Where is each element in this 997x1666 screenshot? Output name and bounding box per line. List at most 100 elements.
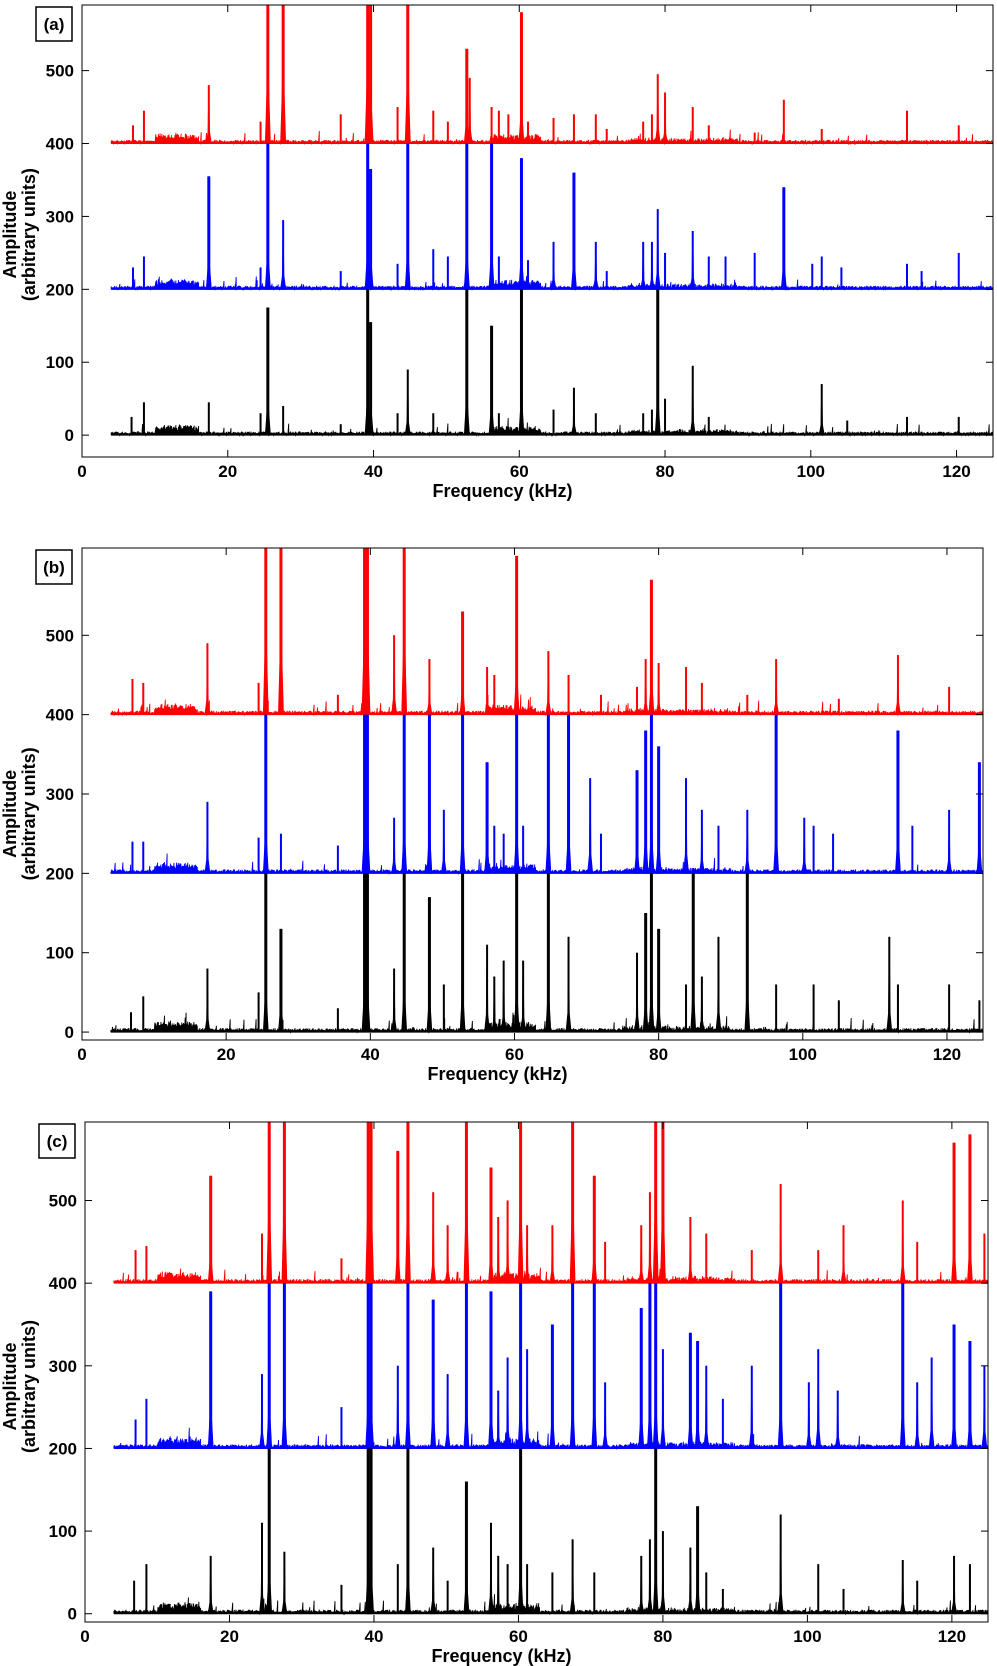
- peak: [655, 663, 662, 715]
- peak: [518, 12, 525, 144]
- peak: [517, 1448, 524, 1615]
- y-tick-label: 0: [68, 1605, 77, 1624]
- peak: [689, 365, 696, 436]
- peak: [744, 873, 751, 1033]
- peak: [207, 1175, 214, 1284]
- peak: [524, 1225, 531, 1284]
- peak: [951, 1324, 958, 1449]
- peak: [569, 1283, 576, 1449]
- peak: [262, 714, 269, 874]
- peak: [495, 1555, 502, 1615]
- y-axis-label-units: (arbitrary units): [19, 1320, 39, 1453]
- x-tick-label: 20: [218, 462, 237, 481]
- peak: [520, 960, 527, 1033]
- x-tick-label: 20: [217, 1045, 236, 1064]
- peak: [652, 1448, 659, 1615]
- peak: [364, 873, 371, 1033]
- peak: [642, 730, 649, 874]
- peak: [281, 1551, 288, 1615]
- peak: [550, 241, 557, 290]
- peak: [981, 1365, 988, 1449]
- peak: [401, 548, 408, 715]
- y-axis-label-units: (arbitrary units): [19, 747, 39, 880]
- peak: [262, 548, 269, 715]
- peak: [488, 1522, 494, 1615]
- x-tick-label: 120: [933, 1045, 961, 1064]
- series-red: [110, 548, 983, 717]
- peak: [463, 1283, 470, 1449]
- peak: [281, 1122, 288, 1284]
- spectrum-chart-b: 0 20 40 60 80 100 120 0 100 200 300 400 500 Frequency…: [0, 547, 984, 1084]
- peak: [259, 1522, 265, 1615]
- peak: [430, 1299, 437, 1449]
- peak: [744, 809, 751, 874]
- peak: [899, 1200, 906, 1284]
- peak: [549, 1324, 556, 1449]
- x-tick-label: 0: [77, 1045, 86, 1064]
- peak: [367, 168, 374, 290]
- peak: [966, 1340, 973, 1449]
- peak: [894, 655, 901, 715]
- peak: [364, 548, 371, 715]
- peak: [459, 714, 466, 874]
- peak: [894, 730, 901, 874]
- peak: [426, 897, 433, 1033]
- peak: [698, 809, 705, 874]
- peak: [368, 1448, 375, 1615]
- peak: [204, 968, 211, 1033]
- x-axis-label: Frequency (kHz): [427, 1064, 567, 1084]
- peak: [715, 936, 722, 1033]
- peak: [280, 220, 287, 290]
- y-tick-label: 300: [49, 1357, 77, 1376]
- x-tick-label: 120: [938, 1627, 966, 1646]
- peak: [500, 960, 507, 1033]
- peak: [654, 289, 661, 436]
- peak: [484, 762, 491, 874]
- peak: [549, 1225, 556, 1284]
- peak: [204, 643, 211, 715]
- peak: [646, 1283, 653, 1449]
- peak: [266, 1283, 273, 1449]
- baseline-noise: [110, 417, 993, 437]
- peak: [426, 659, 433, 715]
- peak: [565, 936, 572, 1033]
- x-tick-label: 60: [510, 462, 529, 481]
- panel-a: 0 20 40 60 80 100 120 0 100 200 300 400 500 Frequency…: [0, 0, 997, 555]
- peak: [777, 1283, 784, 1449]
- baseline-noise: [113, 1594, 988, 1616]
- peak: [259, 1374, 265, 1449]
- peak: [368, 1283, 375, 1449]
- peak: [444, 1225, 451, 1284]
- peak: [262, 873, 269, 1033]
- peak: [463, 143, 470, 290]
- peak: [368, 1122, 375, 1284]
- peak: [488, 1291, 494, 1449]
- peak: [652, 1122, 659, 1284]
- peak: [364, 714, 371, 874]
- peak: [281, 1283, 288, 1449]
- peak: [654, 74, 661, 144]
- series-blue: [110, 143, 993, 292]
- peak: [488, 1167, 494, 1284]
- peak: [689, 230, 696, 290]
- y-tick-label: 300: [46, 207, 74, 226]
- peak: [638, 1307, 645, 1449]
- peak: [690, 873, 697, 1033]
- y-tick-label: 200: [46, 280, 74, 299]
- series-red: [110, 5, 993, 146]
- peak: [495, 1216, 502, 1284]
- peak: [488, 143, 495, 290]
- peak: [466, 77, 473, 144]
- peak: [367, 5, 374, 144]
- peak: [204, 801, 211, 874]
- peak: [207, 1555, 214, 1615]
- peak: [430, 1192, 437, 1284]
- peak: [748, 1365, 755, 1449]
- x-tick-label: 100: [797, 462, 825, 481]
- y-tick-label: 100: [49, 1522, 77, 1541]
- peak: [394, 1150, 401, 1284]
- peak: [277, 928, 284, 1033]
- peak: [570, 172, 577, 290]
- peak: [266, 1122, 273, 1284]
- peak: [951, 1555, 958, 1615]
